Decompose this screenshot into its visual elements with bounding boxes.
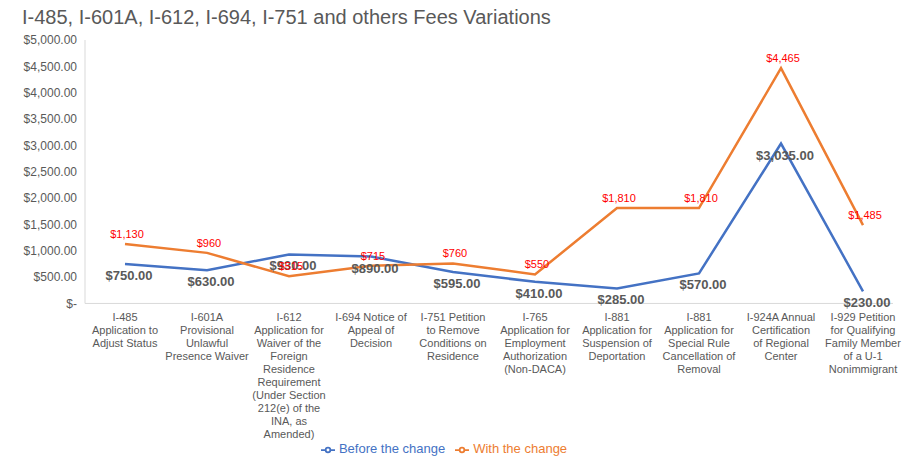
svg-text:I-929 Petitionfor QualifyingFa: I-929 Petitionfor QualifyingFamily Membe…	[825, 311, 901, 375]
svg-text:$3,000.00: $3,000.00	[24, 139, 78, 153]
svg-text:$1,810: $1,810	[684, 192, 718, 204]
svg-text:$1,500.00: $1,500.00	[24, 218, 78, 232]
svg-text:$570.00: $570.00	[680, 277, 727, 292]
svg-text:I-751 Petitionto RemoveConditi: I-751 Petitionto RemoveConditions onResi…	[419, 311, 486, 362]
svg-text:I-485Application toAdjust Stat: I-485Application toAdjust Status	[92, 311, 158, 349]
svg-text:$760: $760	[443, 247, 467, 259]
svg-text:$550: $550	[525, 258, 549, 270]
svg-text:I-601AProvisionalUnlawfulPrese: I-601AProvisionalUnlawfulPresence Waiver	[165, 311, 249, 362]
svg-text:I-765Application forEmployment: I-765Application forEmploymentAuthorizat…	[500, 311, 570, 375]
svg-text:$1,810: $1,810	[602, 192, 636, 204]
svg-text:$5,000.00: $5,000.00	[24, 33, 78, 47]
html-text:With the change: With the change	[473, 441, 568, 457]
svg-text:$1,485: $1,485	[848, 209, 882, 221]
svg-text:I-881Application forSuspension: I-881Application forSuspension ofDeporta…	[582, 311, 653, 362]
svg-text:$890.00: $890.00	[352, 261, 399, 276]
svg-text:$285.00: $285.00	[598, 292, 645, 307]
svg-text:I-881Application forSpecial Ru: I-881Application forSpecial RuleCancella…	[663, 311, 737, 375]
svg-text:I-694 Notice ofAppeal ofDecisi: I-694 Notice ofAppeal ofDecision	[335, 311, 407, 349]
svg-text:$3,035.00: $3,035.00	[756, 148, 814, 163]
svg-text:$715: $715	[361, 250, 385, 262]
svg-text:$1,000.00: $1,000.00	[24, 244, 78, 258]
svg-text:$595.00: $595.00	[434, 276, 481, 291]
svg-text:$630.00: $630.00	[188, 274, 235, 289]
svg-text:$960: $960	[197, 237, 221, 249]
svg-text:$500.00: $500.00	[34, 270, 78, 284]
svg-text:$515: $515	[279, 260, 303, 272]
html-text:I-485, I-601A, I-612, I-694, I: I-485, I-601A, I-612, I-694, I-751 and o…	[22, 6, 551, 28]
svg-text:$230.00: $230.00	[844, 295, 891, 310]
svg-text:$750.00: $750.00	[106, 268, 153, 283]
svg-text:I-612Application forWaiver of: I-612Application forWaiver of theForeign…	[252, 311, 325, 440]
svg-text:$2,000.00: $2,000.00	[24, 191, 78, 205]
svg-text:$1,130: $1,130	[110, 228, 144, 240]
svg-text:I-924A AnnualCertificationof R: I-924A AnnualCertificationof RegionalCen…	[747, 311, 816, 362]
svg-text:$-: $-	[66, 297, 77, 311]
html-text:Before the change: Before the change	[338, 441, 446, 457]
svg-text:$410.00: $410.00	[516, 286, 563, 301]
svg-text:$4,500.00: $4,500.00	[24, 60, 78, 74]
svg-text:$3,500.00: $3,500.00	[24, 112, 78, 126]
svg-text:$4,000.00: $4,000.00	[24, 86, 78, 100]
svg-text:$2,500.00: $2,500.00	[24, 165, 78, 179]
svg-text:$930.00: $930.00	[270, 258, 317, 273]
svg-text:$4,465: $4,465	[766, 52, 800, 64]
